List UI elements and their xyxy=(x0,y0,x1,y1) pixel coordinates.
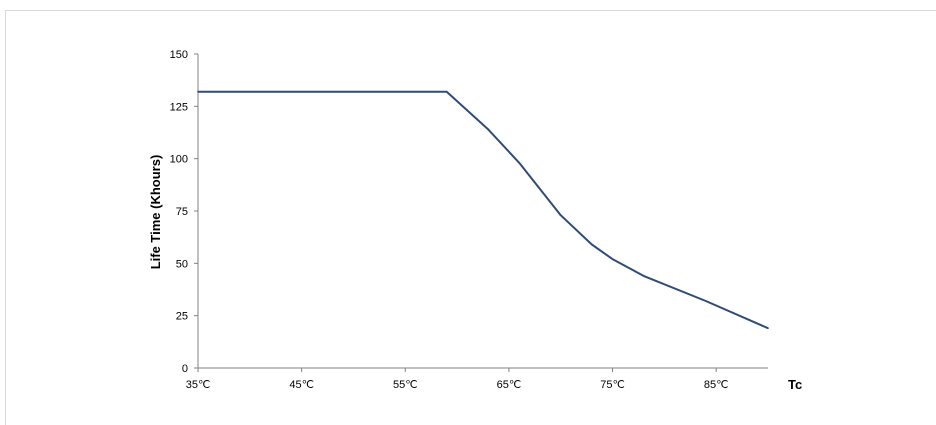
data-point xyxy=(445,90,448,93)
x-tick-label: 45℃ xyxy=(289,379,314,391)
x-tick-label: 65℃ xyxy=(497,379,522,391)
y-tick-label: 150 xyxy=(170,49,188,61)
y-tick-label: 25 xyxy=(176,311,188,323)
x-tick-label: 75℃ xyxy=(600,379,625,391)
x-tick-label: 35℃ xyxy=(186,379,211,391)
chart-frame xyxy=(5,10,936,425)
y-tick-label: 50 xyxy=(176,258,188,270)
y-tick-label: 100 xyxy=(170,154,188,166)
series-layer xyxy=(197,90,769,330)
y-tick-label: 125 xyxy=(170,101,188,113)
y-axis-ticks: 0 25 50 75 100 125 150 xyxy=(170,49,198,375)
series-line xyxy=(198,90,769,330)
x-tick-label: 55℃ xyxy=(393,379,418,391)
x-axis-title: Tc xyxy=(788,377,802,392)
data-point xyxy=(611,258,614,260)
data-point xyxy=(591,243,593,246)
data-point xyxy=(518,162,521,164)
data-point xyxy=(767,327,769,330)
y-tick-label: 0 xyxy=(182,363,188,375)
data-point xyxy=(487,128,489,131)
data-point xyxy=(559,214,562,216)
data-point xyxy=(197,90,199,93)
data-point xyxy=(705,300,707,302)
x-axis-ticks: 35℃ 45℃ 55℃ 65℃ 75℃ 85℃ xyxy=(186,368,729,391)
y-tick-label: 75 xyxy=(176,206,188,218)
x-tick-label: 85℃ xyxy=(704,379,729,391)
y-axis-title: Life Time (Khours) xyxy=(148,155,163,270)
data-point xyxy=(642,275,645,277)
plot-area xyxy=(197,54,768,369)
